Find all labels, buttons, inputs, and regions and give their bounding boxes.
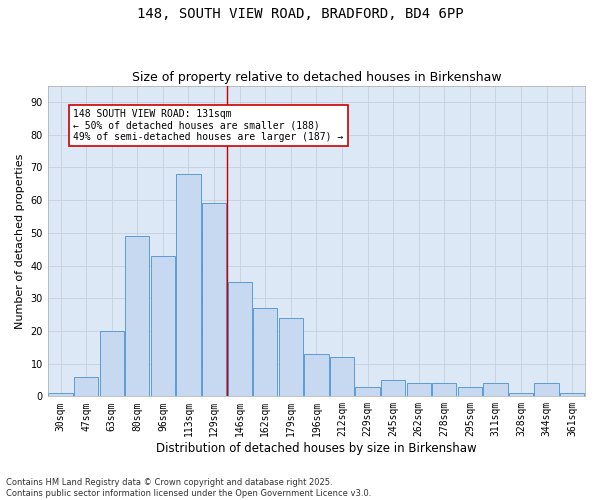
Text: 148 SOUTH VIEW ROAD: 131sqm
← 50% of detached houses are smaller (188)
49% of se: 148 SOUTH VIEW ROAD: 131sqm ← 50% of det… (73, 108, 344, 142)
Bar (227, 282, 252, 397)
Bar (560, 393, 584, 396)
Bar (74, 376, 98, 396)
Bar (330, 357, 354, 397)
Bar (355, 386, 380, 396)
Y-axis label: Number of detached properties: Number of detached properties (15, 154, 25, 328)
Text: Contains HM Land Registry data © Crown copyright and database right 2025.
Contai: Contains HM Land Registry data © Crown c… (6, 478, 371, 498)
Bar (278, 318, 303, 396)
Text: 148, SOUTH VIEW ROAD, BRADFORD, BD4 6PP: 148, SOUTH VIEW ROAD, BRADFORD, BD4 6PP (137, 8, 463, 22)
Bar (484, 384, 508, 396)
Bar (407, 384, 431, 396)
Bar (100, 331, 124, 396)
Bar (49, 393, 73, 396)
Bar (509, 393, 533, 396)
Bar (151, 256, 175, 396)
Bar (253, 308, 277, 396)
Bar (304, 354, 329, 397)
Bar (202, 204, 226, 396)
Title: Size of property relative to detached houses in Birkenshaw: Size of property relative to detached ho… (131, 72, 501, 85)
Bar (176, 174, 200, 396)
X-axis label: Distribution of detached houses by size in Birkenshaw: Distribution of detached houses by size … (156, 442, 477, 455)
Bar (458, 386, 482, 396)
Bar (432, 384, 457, 396)
Bar (535, 384, 559, 396)
Bar (125, 236, 149, 396)
Bar (381, 380, 405, 396)
